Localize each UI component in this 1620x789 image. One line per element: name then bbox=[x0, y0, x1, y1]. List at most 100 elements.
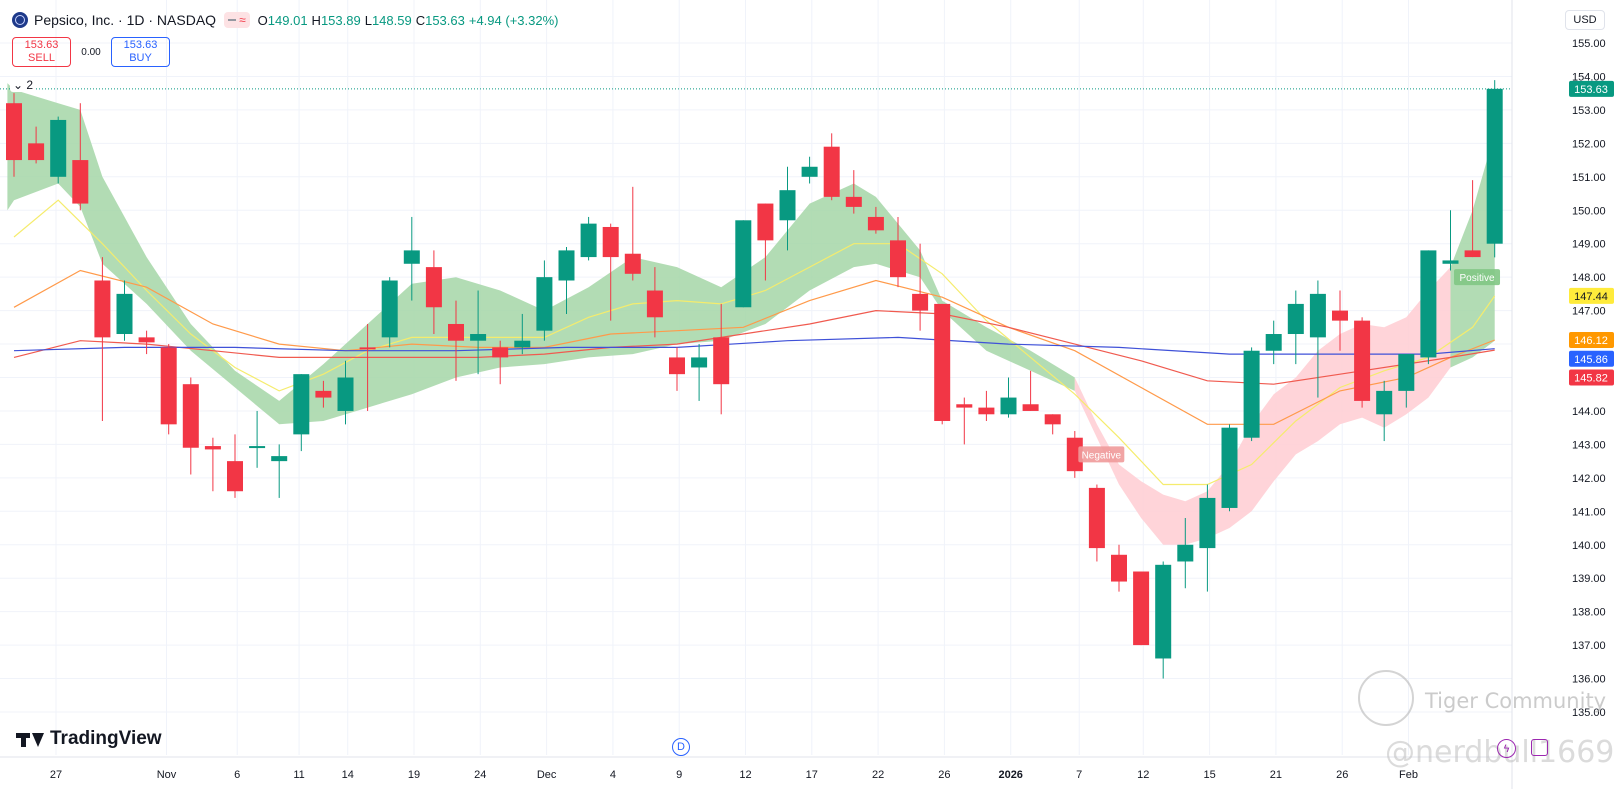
candle-body bbox=[492, 347, 509, 358]
currency-selector[interactable]: USD bbox=[1565, 10, 1605, 30]
tradingview-logo[interactable]: TradingView bbox=[16, 728, 162, 750]
price-tick-label: 136.00 bbox=[1572, 674, 1606, 686]
candle-body bbox=[403, 250, 420, 264]
price-tick-label: 150.00 bbox=[1572, 205, 1606, 217]
low-label: L bbox=[364, 12, 372, 28]
price-tick-label: 140.00 bbox=[1572, 540, 1606, 552]
price-axis-label-box bbox=[1569, 80, 1614, 97]
price-tick-label: 149.00 bbox=[1572, 239, 1606, 251]
time-tick-label: 24 bbox=[474, 769, 486, 781]
candle-body bbox=[116, 293, 133, 335]
candle-body bbox=[1309, 293, 1326, 338]
price-tick-label: 154.00 bbox=[1572, 71, 1606, 83]
candle-body bbox=[1133, 571, 1150, 646]
time-tick-label: 7 bbox=[1076, 769, 1082, 781]
dividend-marker-icon[interactable]: D bbox=[672, 738, 690, 756]
price-axis-label-box bbox=[1569, 287, 1614, 304]
candle-body bbox=[669, 357, 685, 375]
price-axis-label: 147.44 bbox=[1574, 291, 1608, 303]
candle-body bbox=[182, 384, 199, 448]
time-tick-label: 19 bbox=[408, 769, 420, 781]
candle-body bbox=[204, 446, 221, 450]
candle-body bbox=[1287, 303, 1304, 335]
change-value: +4.94 (+3.32%) bbox=[468, 12, 559, 28]
watermark-name: Tiger Community bbox=[1425, 689, 1607, 713]
price-tick-label: 155.00 bbox=[1572, 38, 1606, 50]
price-tick-label: 152.00 bbox=[1572, 138, 1606, 150]
candle-body bbox=[6, 103, 22, 161]
time-tick-label: 27 bbox=[50, 769, 62, 781]
cloud-positive bbox=[7, 83, 1075, 425]
price-tick-label: 135.00 bbox=[1572, 707, 1606, 719]
trade-panel: 153.63 SELL 0.00 153.63 BUY bbox=[12, 37, 170, 67]
price-tick-label: 143.00 bbox=[1572, 439, 1606, 451]
chevron-down-icon: ⌄ bbox=[13, 78, 24, 92]
candle-body bbox=[646, 290, 663, 318]
candle-body bbox=[1265, 334, 1282, 351]
price-tick-label: 138.00 bbox=[1572, 607, 1606, 619]
candle-body bbox=[1332, 310, 1348, 321]
candle-body bbox=[934, 303, 951, 421]
candle-body bbox=[1243, 350, 1260, 438]
candle-body bbox=[890, 240, 906, 278]
currency-label: USD bbox=[1573, 14, 1597, 26]
candle-body bbox=[337, 377, 354, 411]
sell-button[interactable]: 153.63 SELL bbox=[12, 37, 71, 67]
candle-body bbox=[72, 160, 89, 204]
pepsico-logo-icon bbox=[12, 12, 28, 28]
candle-body bbox=[1088, 487, 1105, 549]
time-tick-label: Feb bbox=[1399, 769, 1418, 781]
candle-body bbox=[1022, 404, 1039, 411]
flag-icon[interactable] bbox=[1531, 739, 1548, 756]
candle-body bbox=[1398, 354, 1415, 391]
candle-body bbox=[160, 347, 177, 425]
candle-body bbox=[425, 267, 442, 308]
high-label: H bbox=[311, 12, 321, 28]
indicator-toggle-icon[interactable]: ≈ bbox=[224, 12, 250, 28]
indicator-glyph: ≈ bbox=[239, 13, 246, 27]
candle-body bbox=[558, 250, 575, 281]
candle-body bbox=[138, 337, 155, 343]
price-tick-label: 147.00 bbox=[1572, 306, 1606, 318]
open-label: O bbox=[257, 12, 268, 28]
symbol-title[interactable]: Pepsico, Inc. · 1D · NASDAQ bbox=[34, 12, 217, 28]
candle-body bbox=[1420, 250, 1437, 358]
time-tick-label: 21 bbox=[1270, 769, 1282, 781]
price-axis-label: 146.12 bbox=[1574, 335, 1608, 347]
cloud-label: Negative bbox=[1082, 450, 1122, 461]
cloud-label: Positive bbox=[1460, 273, 1495, 284]
sma-line bbox=[13, 269, 1495, 425]
candle-body bbox=[1354, 320, 1371, 401]
price-tick-label: 141.00 bbox=[1572, 506, 1606, 518]
buy-label: BUY bbox=[129, 52, 152, 64]
candle-body bbox=[624, 253, 641, 274]
time-tick-label: 6 bbox=[234, 769, 240, 781]
price-tick-label: 151.00 bbox=[1572, 172, 1606, 184]
sell-price: 153.63 bbox=[24, 39, 59, 51]
tradingview-mark-icon bbox=[16, 731, 46, 747]
buy-button[interactable]: 153.63 BUY bbox=[111, 37, 170, 67]
candle-body bbox=[1044, 414, 1061, 425]
low-value: 148.59 bbox=[371, 12, 412, 28]
price-tick-label: 144.00 bbox=[1572, 406, 1606, 418]
time-tick-label: 12 bbox=[1137, 769, 1149, 781]
price-tick-label: 142.00 bbox=[1572, 473, 1606, 485]
time-tick-label: 26 bbox=[1336, 769, 1348, 781]
price-tick-label: 153.00 bbox=[1572, 105, 1606, 117]
indicators-collapse-button[interactable]: ⌄ 2 bbox=[10, 78, 37, 92]
candle-body bbox=[1177, 544, 1194, 562]
candle-body bbox=[315, 390, 332, 398]
candle-body bbox=[536, 277, 553, 331]
candle-body bbox=[823, 146, 840, 197]
lightning-icon[interactable]: ϟ bbox=[1497, 739, 1516, 758]
time-tick-label: 2026 bbox=[998, 769, 1022, 781]
candle-body bbox=[1486, 88, 1503, 244]
candle-body bbox=[28, 143, 45, 161]
price-tick-label: 148.00 bbox=[1572, 272, 1606, 284]
time-tick-label: 4 bbox=[610, 769, 616, 781]
candle-body bbox=[580, 223, 597, 258]
time-tick-label: 26 bbox=[938, 769, 950, 781]
candle-body bbox=[359, 347, 376, 350]
